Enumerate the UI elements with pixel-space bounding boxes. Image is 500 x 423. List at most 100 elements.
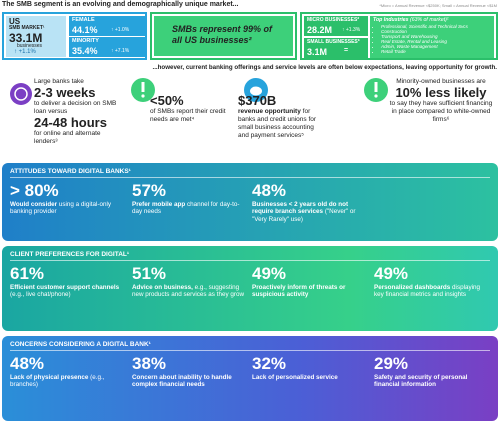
change-value: +1.0% xyxy=(114,27,130,33)
item-value: 61% xyxy=(10,264,45,283)
item-bold: Lack of physical presence xyxy=(10,373,89,381)
item-bold: Businesses < 2 years old do not require … xyxy=(252,200,349,216)
section: CLIENT PREFERENCES FOR DIGITAL¹ 61% Effici… xyxy=(2,246,498,331)
item-value: 48% xyxy=(252,181,287,200)
item-value: > 80% xyxy=(10,181,59,200)
item-bold: Concern about inability to handle comple… xyxy=(132,373,232,389)
stat-item: > 80% Would consider using a digital-only… xyxy=(10,181,125,216)
stat-item: 49% Personalized dashboards displaying ke… xyxy=(374,264,486,299)
change: ↑ +7.1% xyxy=(111,48,130,54)
item-value: 51% xyxy=(132,264,167,283)
stat-text: to deliver a decision on SMB loan versus xyxy=(34,100,117,115)
section-title: CLIENT PREFERENCES FOR DIGITAL¹ xyxy=(10,251,130,258)
stat: $370B revenue opportunity for banks and c… xyxy=(238,93,318,139)
value: 28.2M xyxy=(307,25,333,35)
item-text: ("Never" or "Very Rarely" use) xyxy=(252,208,356,223)
item-value: 38% xyxy=(132,354,167,373)
stat-item: 48% Businesses < 2 years old do not requi… xyxy=(252,181,367,223)
label: FEMALE xyxy=(72,17,95,23)
stat-item: 61% Efficient customer support channels (… xyxy=(10,264,122,299)
stat-value: 2-3 weeks xyxy=(34,84,96,100)
stat-value: $370B xyxy=(238,93,277,108)
stat-value: 24-48 hours xyxy=(34,114,107,130)
industry: Transport and Warehousing xyxy=(381,34,468,39)
industries-subtitle: (63% of market)¹ xyxy=(410,17,449,23)
item-text: using a digital-only banking provider xyxy=(10,200,112,216)
industry: Professional, Scientific and Technical S… xyxy=(381,24,468,29)
stat-text: for online and alternate lenders³ xyxy=(34,129,101,145)
stat: Large banks take 2-3 weeks to deliver a de… xyxy=(34,78,122,146)
unit: businesses xyxy=(17,43,43,49)
item-text: (e.g., branches) xyxy=(10,373,105,389)
us-market-box: US SMB MARKET¹ 33.1M businesses ↑ +1.1% … xyxy=(2,12,147,60)
item-bold: Would consider xyxy=(10,200,58,208)
icons xyxy=(10,78,388,105)
stat-value: <50% xyxy=(150,93,184,108)
stat-text: for banks and credit unions for small bu… xyxy=(238,108,317,139)
label: SMALL BUSINESSES* xyxy=(307,39,360,45)
share-box: SMBs represent 99% of all US businesses² xyxy=(150,12,297,60)
industry: Admin, Waste Management xyxy=(381,44,468,49)
industry-list: Professional, Scientific and Technical S… xyxy=(373,24,468,54)
item-bold: Prefer mobile app xyxy=(132,200,186,208)
footnote: *Micro = Annual Revenue <$250K; Small = … xyxy=(379,3,497,8)
item-value: 48% xyxy=(10,354,45,373)
industry: Construction xyxy=(381,29,468,34)
item-bold: Safety and security of personal financia… xyxy=(374,373,468,389)
stat: <50% of SMBs report their credit needs ar… xyxy=(150,93,230,124)
divider xyxy=(10,177,490,178)
stat-text: of SMBs report their credit needs are me… xyxy=(150,108,226,124)
value: 35.4% xyxy=(72,46,98,56)
stat: Minority-owned businesses are 10% less li… xyxy=(388,78,494,123)
stat-text: to say they have sufficient financing in… xyxy=(389,100,493,123)
item-text: channel for day-to-day needs xyxy=(132,200,240,216)
change: ↑ +1.3% xyxy=(342,27,361,33)
item-bold: Advice on business, xyxy=(132,283,193,291)
section-title: CONCERNS CONSIDERING A DIGITAL BANK¹ xyxy=(10,341,151,348)
label: MINORITY xyxy=(72,38,99,44)
stat-bold: revenue opportunity xyxy=(238,108,301,116)
change-value: +7.1% xyxy=(114,48,130,54)
stat-item: 49% Proactively inform of threats or susp… xyxy=(252,264,364,299)
divider xyxy=(10,350,490,351)
industries-title: Top Industries xyxy=(373,17,409,23)
item-value: 57% xyxy=(132,181,167,200)
value: 33.1M xyxy=(9,31,43,45)
industry: Real Estate, Rental and Leasing xyxy=(381,39,468,44)
stat-text: Large banks take xyxy=(34,78,84,85)
item-bold: Proactively inform of threats or suspici… xyxy=(252,283,346,299)
change: ↑ +1.0% xyxy=(111,27,130,33)
change: ↑ +1.1% xyxy=(14,49,36,55)
item-text: (e.g., live chat/phone) xyxy=(10,291,71,299)
label: US xyxy=(9,17,21,26)
item-value: 29% xyxy=(374,354,409,373)
segments-box: MICRO BUSINESSES* 28.2M ↑ +1.3% SMALL BU… xyxy=(300,12,498,60)
item-bold: Lack of personalized service xyxy=(252,373,338,381)
section: ATTITUDES TOWARD DIGITAL BANKS¹ > 80% Woul… xyxy=(2,163,498,241)
subheading: ...however, current banking offerings an… xyxy=(152,64,497,71)
item-bold: Efficient customer support channels xyxy=(10,283,120,291)
section: CONCERNS CONSIDERING A DIGITAL BANK¹ 48% L… xyxy=(2,336,498,421)
stat-item: 32% Lack of personalized service xyxy=(252,354,364,381)
change-value: +1.1% xyxy=(18,49,36,55)
stat-text: Minority-owned businesses are xyxy=(396,78,486,85)
stat-value: 10% less likely xyxy=(395,84,487,100)
item-text: e.g., suggesting new products and servic… xyxy=(132,283,245,299)
stat-item: 38% Concern about inability to handle com… xyxy=(132,354,244,389)
divider xyxy=(10,260,490,261)
item-value: 49% xyxy=(374,264,409,283)
value: 44.1% xyxy=(72,25,98,35)
item-bold: Personalized dashboards xyxy=(374,283,451,291)
label: MICRO BUSINESSES* xyxy=(307,17,360,23)
title: The SMB segment is an evolving and demog… xyxy=(2,1,239,8)
item-text: displaying key financial metrics and ins… xyxy=(374,283,481,299)
section-title: ATTITUDES TOWARD DIGITAL BANKS¹ xyxy=(10,168,131,175)
item-value: 49% xyxy=(252,264,287,283)
change: = xyxy=(344,47,349,54)
change-value: +1.3% xyxy=(345,27,361,33)
value: 3.1M xyxy=(307,47,328,57)
share-text: SMBs represent 99% of all US businesses² xyxy=(172,24,273,45)
stat-item: 51% Advice on business, e.g., suggesting … xyxy=(132,264,244,299)
label: SMB MARKET¹ xyxy=(9,25,45,31)
